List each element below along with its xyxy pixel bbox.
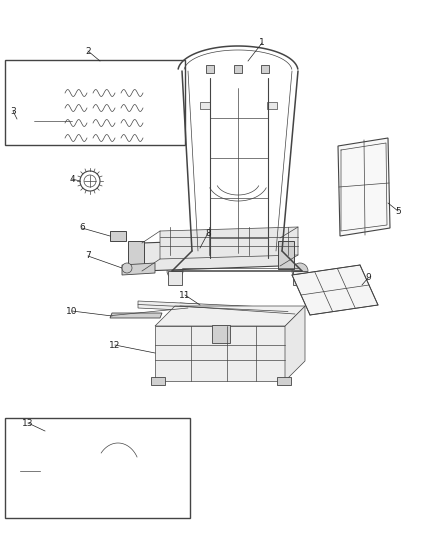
Bar (168, 271, 182, 285)
Text: 11: 11 (179, 290, 191, 300)
Polygon shape (155, 306, 305, 326)
Circle shape (167, 263, 183, 279)
Text: 1: 1 (259, 38, 265, 47)
Text: 9: 9 (365, 273, 371, 282)
Polygon shape (292, 265, 378, 315)
Text: 8: 8 (205, 229, 211, 238)
Text: 3: 3 (10, 107, 16, 116)
Polygon shape (138, 301, 288, 315)
Text: 4: 4 (69, 174, 75, 183)
Bar (278, 241, 294, 269)
Bar (267, 102, 277, 109)
Polygon shape (155, 326, 285, 381)
Bar (80, 495, 102, 505)
Polygon shape (160, 227, 298, 259)
Polygon shape (110, 313, 162, 318)
Bar (5, 60, 185, 145)
Bar (293, 271, 307, 285)
Bar (8, 114, 17, 123)
Polygon shape (142, 238, 280, 271)
Polygon shape (338, 138, 390, 236)
Bar (22, 115, 34, 127)
Polygon shape (180, 303, 295, 317)
Bar (110, 231, 126, 241)
Bar (72, 116, 82, 126)
Bar (5, 418, 190, 518)
Text: 12: 12 (110, 341, 121, 350)
Bar (128, 241, 144, 269)
Circle shape (122, 263, 132, 273)
Text: 6: 6 (79, 223, 85, 232)
Bar (212, 325, 230, 343)
Circle shape (23, 458, 37, 472)
Bar (151, 377, 165, 385)
Bar (261, 65, 269, 73)
Text: 2: 2 (85, 46, 91, 55)
Text: 5: 5 (395, 206, 401, 215)
Bar (200, 102, 210, 109)
Text: 10: 10 (66, 306, 78, 316)
Text: 13: 13 (22, 418, 34, 427)
Circle shape (292, 263, 308, 279)
Polygon shape (285, 306, 305, 381)
Bar (120, 468, 138, 483)
Bar (234, 65, 242, 73)
Bar (206, 65, 214, 73)
Polygon shape (75, 441, 162, 505)
Polygon shape (18, 441, 60, 495)
Bar (18, 485, 40, 495)
Polygon shape (122, 263, 155, 275)
Bar (277, 377, 291, 385)
Text: 7: 7 (85, 252, 91, 261)
